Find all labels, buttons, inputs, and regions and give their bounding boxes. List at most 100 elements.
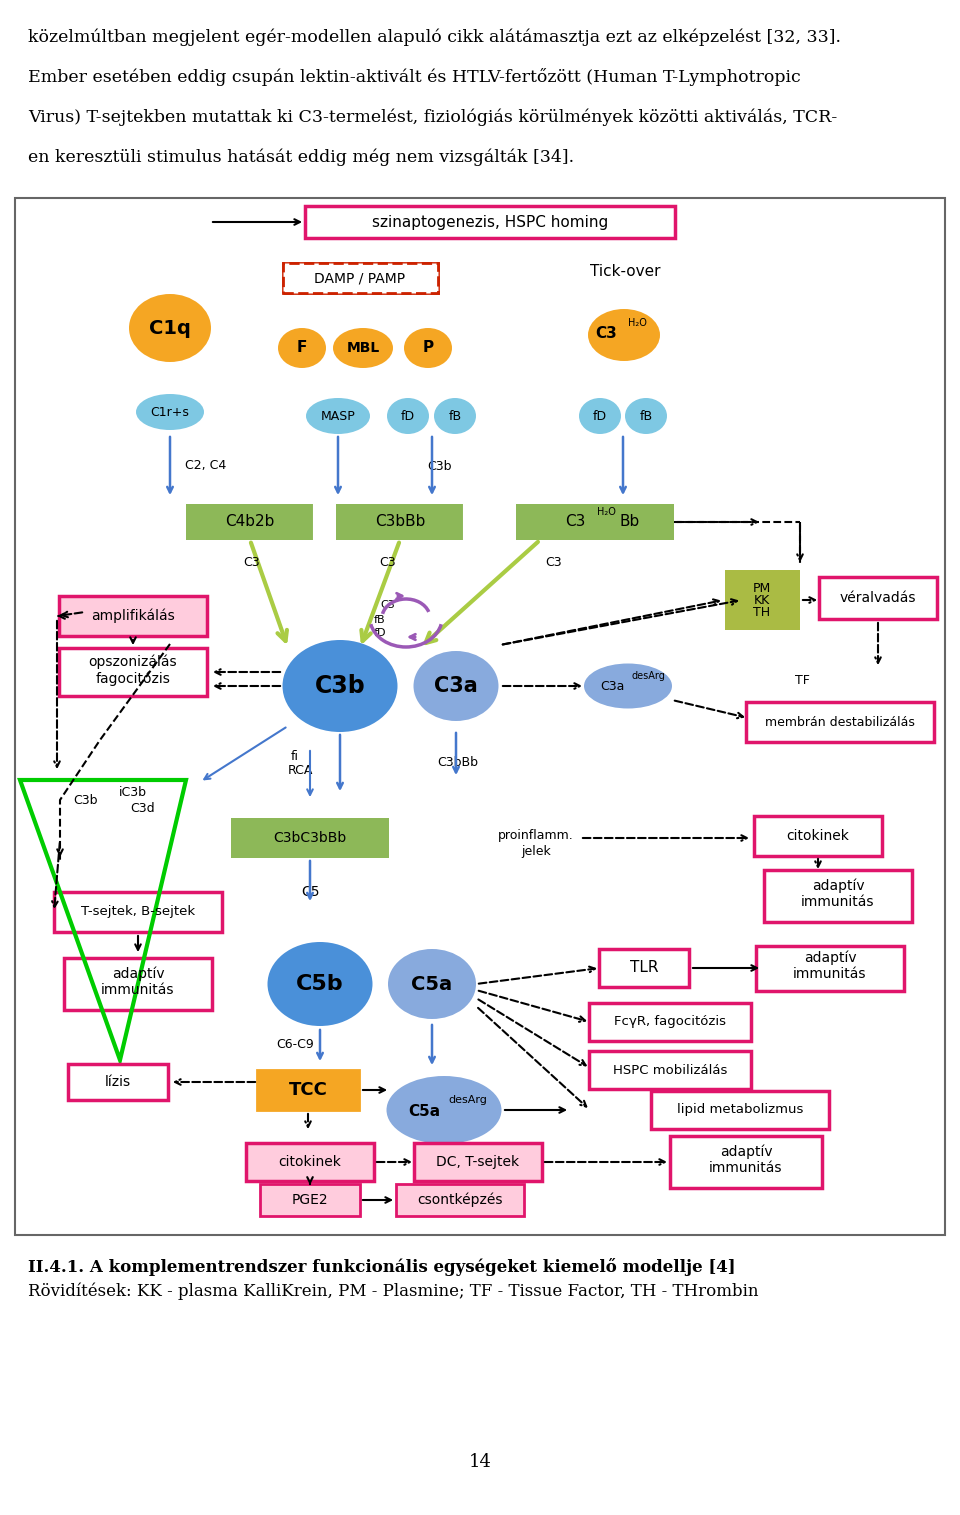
Text: fi: fi [291, 750, 299, 762]
Ellipse shape [579, 398, 621, 433]
Text: C5a: C5a [412, 974, 452, 994]
Text: DAMP / PAMP: DAMP / PAMP [315, 271, 405, 285]
Text: C3b: C3b [428, 459, 452, 473]
Text: immunitás: immunitás [709, 1160, 782, 1176]
Bar [305, 206, 675, 238]
Text: C6-C9: C6-C9 [276, 1038, 314, 1050]
Text: C5: C5 [300, 885, 320, 898]
Text: amplifikálás: amplifikálás [91, 609, 175, 623]
Bar [282, 264, 438, 292]
Bar [746, 701, 934, 742]
Bar [59, 648, 207, 695]
Bar [819, 577, 937, 620]
Bar [725, 570, 800, 630]
Text: adaptív: adaptív [804, 951, 856, 965]
Text: PGE2: PGE2 [292, 1192, 328, 1207]
Text: FcγR, fagocitózis: FcγR, fagocitózis [614, 1015, 726, 1029]
Text: C3b: C3b [73, 794, 97, 806]
Bar [54, 892, 222, 932]
Bar [260, 1185, 360, 1217]
Bar [257, 1070, 359, 1110]
Ellipse shape [387, 398, 429, 433]
Text: H₂O: H₂O [628, 318, 646, 329]
Ellipse shape [129, 294, 211, 362]
Text: II.4.1. A komplementrendszer funkcionális egységeket kiemelő modellje [4]: II.4.1. A komplementrendszer funkcionáli… [28, 1257, 735, 1276]
Bar [64, 957, 212, 1011]
Bar [59, 595, 207, 636]
Text: C3a: C3a [600, 680, 624, 692]
Text: C2, C4: C2, C4 [185, 459, 227, 473]
Bar [231, 818, 389, 857]
Bar [336, 504, 464, 539]
Ellipse shape [404, 329, 452, 368]
Ellipse shape [588, 309, 660, 361]
Ellipse shape [584, 664, 672, 709]
Text: lízis: lízis [105, 1076, 132, 1089]
Text: fB: fB [639, 409, 653, 423]
Text: C5a: C5a [408, 1104, 440, 1120]
Text: C1r+s: C1r+s [151, 406, 189, 418]
Text: C1q: C1q [149, 318, 191, 338]
Text: citokinek: citokinek [786, 829, 850, 842]
Text: C3: C3 [564, 515, 586, 530]
Text: csontképzés: csontképzés [418, 1192, 503, 1207]
Text: véralvadás: véralvadás [840, 591, 916, 604]
Text: RCA: RCA [287, 764, 313, 777]
Text: C3bBb: C3bBb [438, 756, 478, 768]
Text: en keresztüli stimulus hatását eddig még nem vizsgálták [34].: en keresztüli stimulus hatását eddig még… [28, 148, 574, 165]
Text: C3: C3 [380, 556, 396, 568]
Bar [246, 1142, 374, 1182]
Text: C3bBb: C3bBb [374, 515, 425, 530]
Text: T-sejtek, B-sejtek: T-sejtek, B-sejtek [81, 906, 195, 918]
Text: C3: C3 [595, 326, 617, 341]
Text: fagocitózis: fagocitózis [96, 671, 171, 686]
Text: HSPC mobilizálás: HSPC mobilizálás [612, 1064, 727, 1077]
Text: KK: KK [754, 594, 770, 606]
Text: C3b: C3b [315, 674, 366, 698]
Text: adaptív: adaptív [111, 967, 164, 982]
Text: C3: C3 [545, 556, 563, 568]
Text: MASP: MASP [321, 409, 355, 423]
Text: Bb: Bb [620, 515, 640, 530]
Text: MBL: MBL [347, 341, 379, 355]
Bar [589, 1003, 751, 1041]
Text: 14: 14 [468, 1453, 492, 1471]
Text: proinflamm.: proinflamm. [498, 830, 574, 842]
Bar [15, 198, 945, 1235]
Text: TLR: TLR [630, 961, 659, 976]
Ellipse shape [414, 651, 498, 721]
Text: adaptív: adaptív [812, 879, 864, 894]
Text: immunitás: immunitás [101, 983, 175, 997]
Text: C3d: C3d [131, 801, 156, 815]
Text: C3: C3 [380, 600, 396, 611]
Ellipse shape [278, 329, 326, 368]
Bar [414, 1142, 542, 1182]
Text: jelek: jelek [521, 844, 551, 857]
Text: desArg: desArg [631, 671, 665, 682]
Ellipse shape [306, 398, 370, 433]
Bar [589, 1051, 751, 1089]
Text: C3: C3 [244, 556, 260, 568]
Text: immunitás: immunitás [802, 895, 875, 909]
Text: citokinek: citokinek [278, 1154, 342, 1170]
Ellipse shape [388, 948, 476, 1020]
Ellipse shape [268, 942, 372, 1026]
Text: membrán destabilizálás: membrán destabilizálás [765, 715, 915, 729]
Bar [670, 1136, 822, 1188]
Text: desArg: desArg [448, 1095, 488, 1104]
Text: Tick-over: Tick-over [589, 265, 660, 279]
Text: Ember esetében eddig csupán lektin-aktivált és HTLV-fertőzött (Human T-Lymphotro: Ember esetében eddig csupán lektin-aktiv… [28, 68, 801, 86]
Bar [68, 1064, 168, 1100]
Bar [756, 945, 904, 991]
Text: P: P [422, 341, 434, 356]
Text: immunitás: immunitás [793, 967, 867, 982]
Text: TCC: TCC [289, 1082, 327, 1098]
Text: C5b: C5b [297, 974, 344, 994]
Bar [282, 264, 438, 292]
Bar [651, 1091, 829, 1129]
Text: opszonizálás: opszonizálás [88, 654, 178, 670]
Text: Rövidítések: KK - plasma KalliKrein, PM - Plasmine; TF - Tissue Factor, TH - THr: Rövidítések: KK - plasma KalliKrein, PM … [28, 1282, 758, 1300]
Text: C3a: C3a [434, 676, 478, 695]
Bar [599, 948, 689, 986]
Text: H₂O: H₂O [596, 508, 615, 517]
